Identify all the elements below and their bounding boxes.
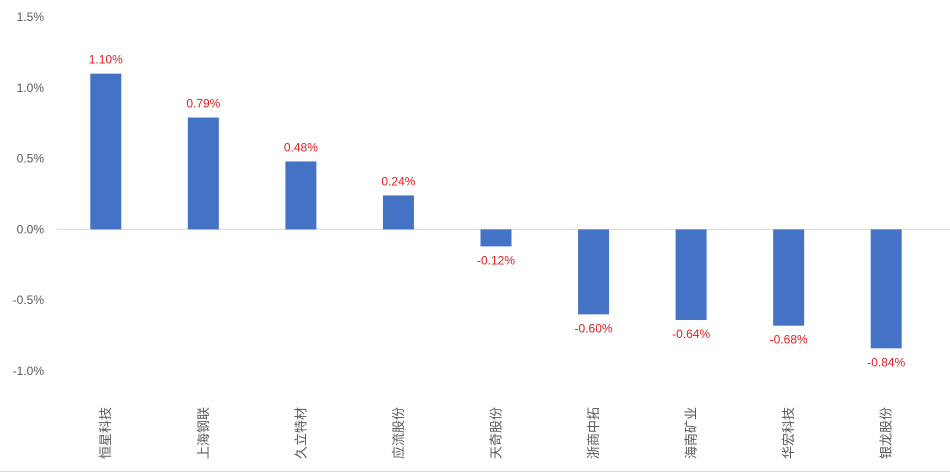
x-category-label: 浙商中拓 [586,407,601,459]
x-category-label: 应流股份 [391,407,406,459]
x-category-label: 海南矿业 [684,407,699,459]
data-label: 0.79% [186,97,220,111]
data-label: -0.64% [672,327,710,341]
bar [480,229,512,247]
bar [773,229,805,326]
x-category-label: 恒星科技 [98,407,113,459]
x-category-label: 银龙股份 [879,407,894,459]
data-label: -0.12% [477,253,515,267]
data-label: -0.60% [575,321,613,335]
bar [382,195,414,230]
y-tick-label: 1.0% [17,81,45,95]
bar [675,229,707,321]
x-category-label: 久立特材 [293,407,308,459]
x-category-label: 上海钢联 [196,407,211,459]
bar [870,229,902,349]
y-axis: 1.5% 1.0% 0.5% 0.0% -0.5% -1.0% [13,10,45,378]
data-label: 0.48% [284,140,318,154]
data-label: -0.84% [867,355,905,369]
bar [90,73,122,230]
x-category-label: 华宏科技 [781,407,796,459]
bar [187,117,219,230]
data-label: -0.68% [770,333,808,347]
data-label: 1.10% [89,53,123,67]
bar [285,161,317,230]
x-category-label: 天奇股份 [488,407,503,459]
y-tick-label: -0.5% [13,293,45,307]
x-axis: 恒星科技 上海钢联 久立特材 应流股份 天奇股份 浙商中拓 海南矿业 华宏科技 银龙股份 [98,407,893,459]
plot-area: 1.10% 0.79% 0.48% 0.24% -0.12% -0.60% -0.64% -0… [0,53,950,472]
data-label: 0.24% [381,174,415,188]
y-tick-label: 1.5% [17,10,45,24]
y-tick-label: 0.5% [17,152,45,166]
y-tick-label: -1.0% [13,364,45,378]
y-tick-label: 0.0% [17,222,45,236]
bar [578,229,610,315]
